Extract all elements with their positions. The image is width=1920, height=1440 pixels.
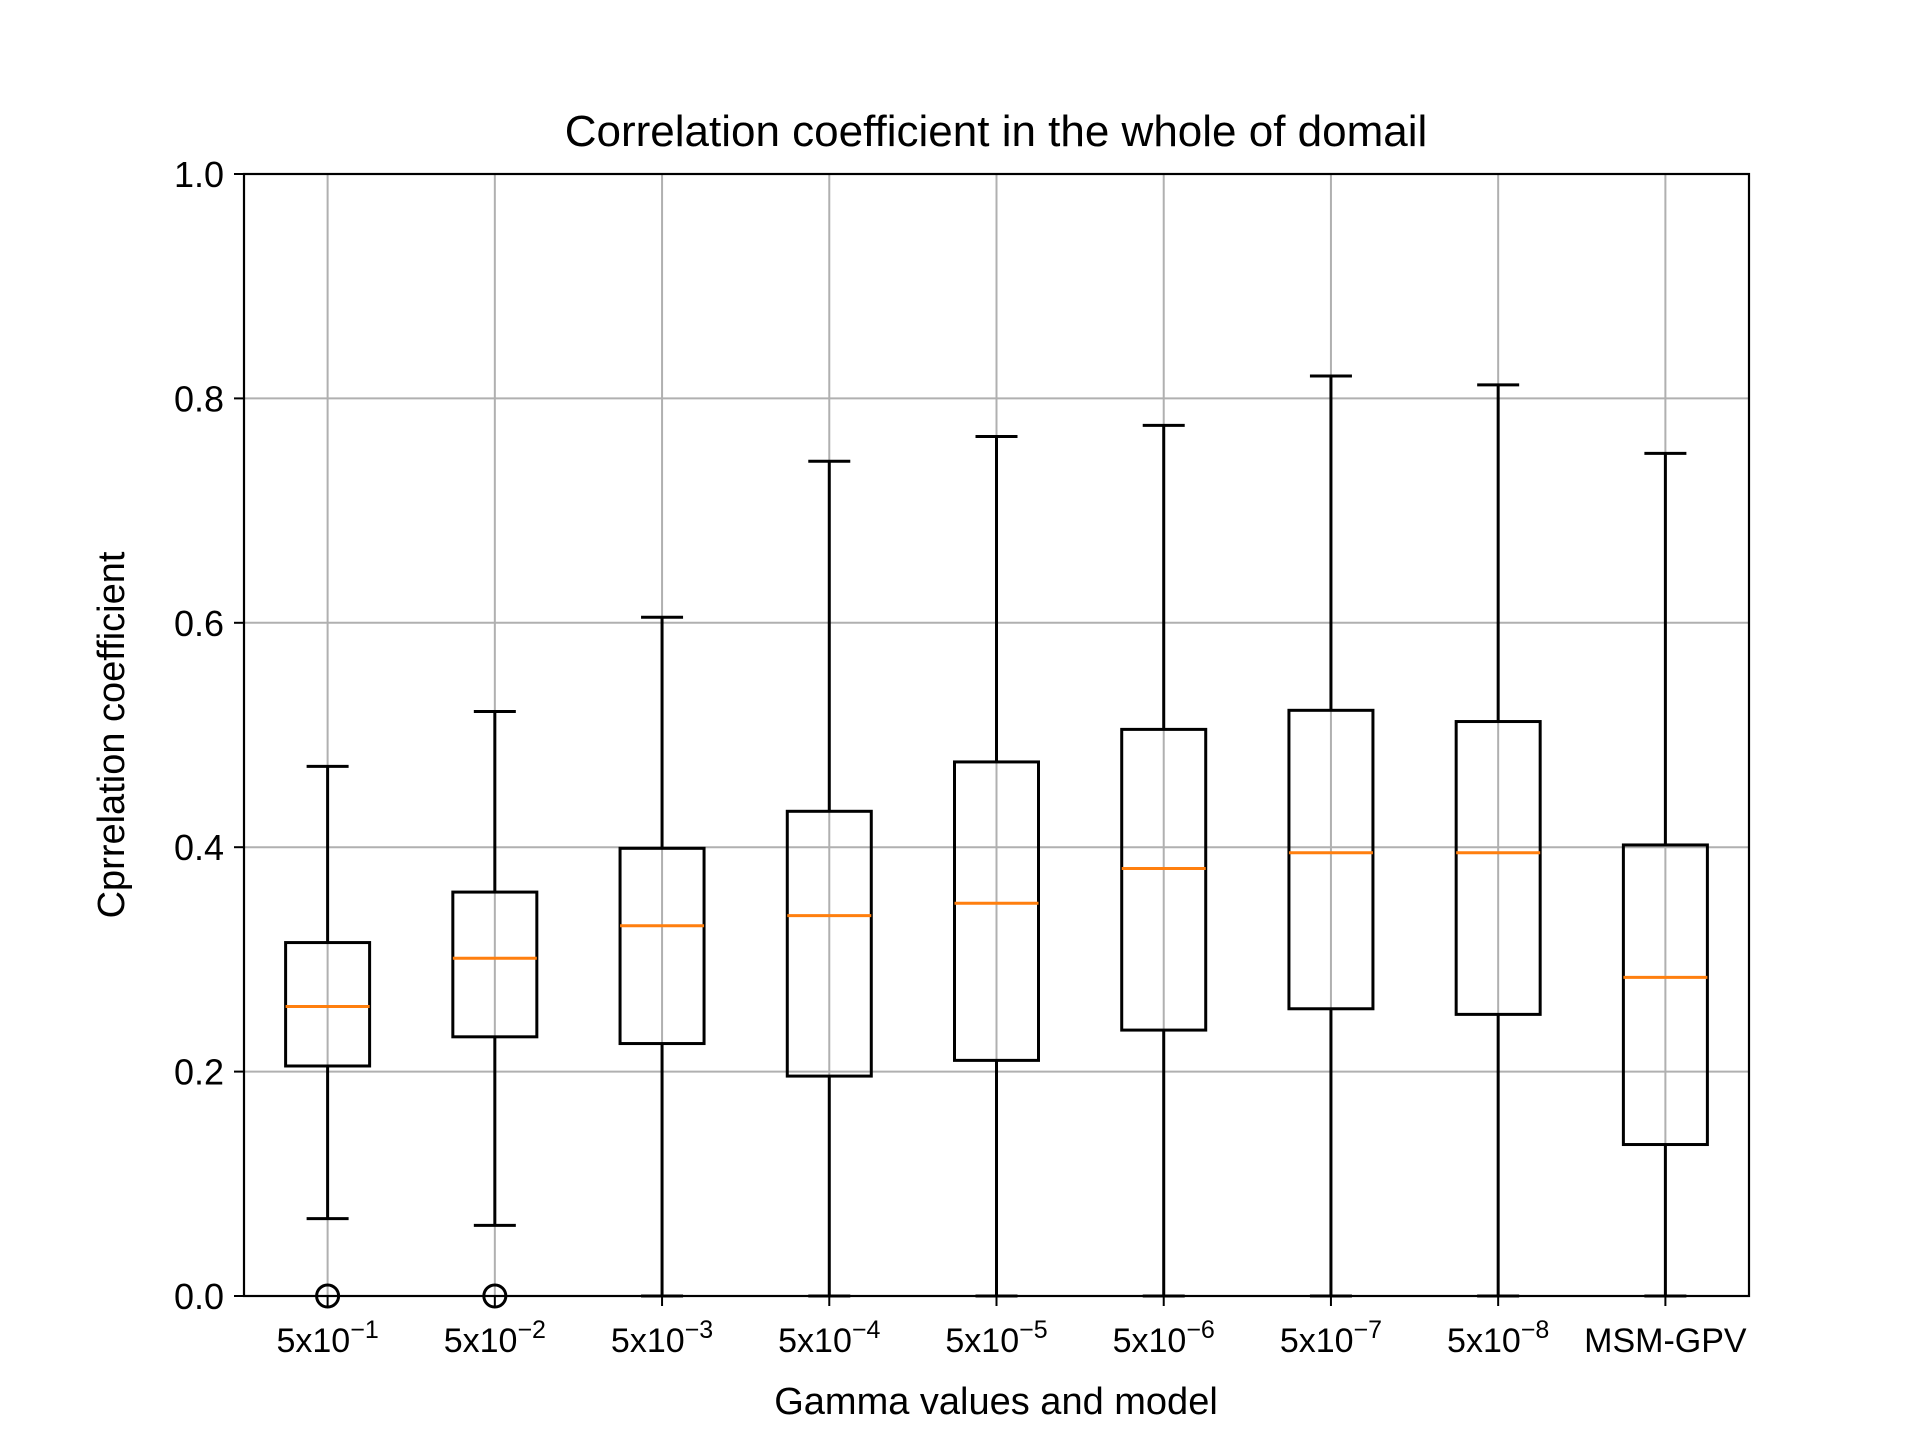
x-tick-label: 5x10−1: [276, 1316, 378, 1360]
box-plot-group: [1621, 451, 1709, 1298]
x-tick-label: 5x10−7: [1280, 1316, 1382, 1360]
x-tick-label: MSM-GPV: [1584, 1322, 1747, 1360]
box-plot-group: [785, 459, 873, 1298]
box-iqr: [953, 760, 1040, 1062]
box-iqr: [451, 890, 539, 1039]
y-tick-label: 1.0: [174, 154, 224, 195]
chart-title: Correlation coefficient in the whole of …: [565, 107, 1428, 156]
box-iqr: [1621, 843, 1709, 1147]
y-tick-label: 0.8: [174, 378, 224, 419]
x-tick-label: 5x10−8: [1447, 1316, 1549, 1360]
axis-ticks: 0.0 0.2 0.4 0.6 0.8 1.0 5x10−1 5x10−2 5x10−3 5x10…: [174, 154, 1747, 1360]
box-iqr: [1287, 708, 1375, 1011]
box-iqr: [1120, 727, 1208, 1032]
box-plot-group: [1287, 374, 1375, 1298]
box-plot-group: [451, 709, 539, 1309]
y-tick-label: 0.2: [174, 1052, 224, 1093]
x-tick-label: 5x10−6: [1113, 1316, 1215, 1360]
box-plot-group: [1120, 423, 1208, 1298]
box-iqr: [1454, 720, 1542, 1016]
box-plots: [284, 374, 1709, 1309]
box-iqr: [785, 809, 873, 1078]
box-plot-group: [1454, 383, 1542, 1298]
y-tick-label: 0.0: [174, 1276, 224, 1317]
x-axis-label: Gamma values and model: [774, 1381, 1218, 1423]
box-iqr: [284, 941, 372, 1068]
y-axis-label: Cprrelation coefficient: [91, 551, 133, 918]
x-tick-label: 5x10−2: [444, 1316, 546, 1360]
y-tick-label: 0.4: [174, 827, 224, 868]
x-tick-label: 5x10−4: [778, 1316, 880, 1360]
y-tick-label: 0.6: [174, 603, 224, 644]
box-iqr: [618, 846, 706, 1046]
x-tick-label: 5x10−3: [611, 1316, 713, 1360]
x-tick-label: 5x10−5: [945, 1316, 1047, 1360]
